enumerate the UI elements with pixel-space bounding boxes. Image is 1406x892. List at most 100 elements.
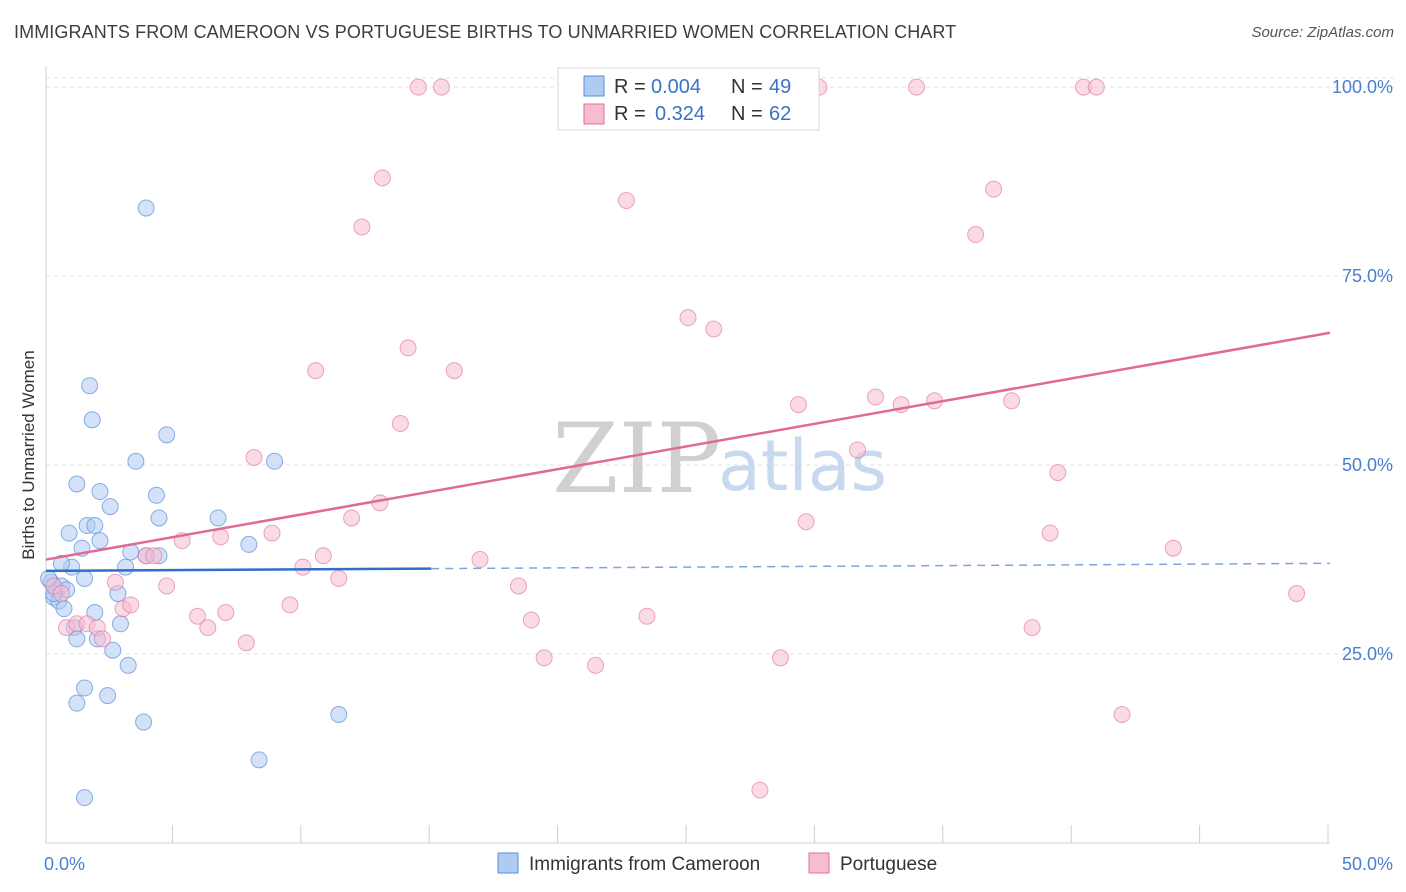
chart-title: IMMIGRANTS FROM CAMEROON VS PORTUGUESE B…	[14, 22, 957, 42]
gridlines	[46, 77, 1394, 655]
point-cameroon-26	[101, 498, 119, 516]
point-portuguese-57	[1023, 619, 1041, 637]
point-portuguese-20	[263, 524, 281, 542]
point-portuguese-54	[967, 226, 985, 244]
point-cameroon-27	[104, 641, 122, 659]
series-legend: Immigrants from Cameroon Portuguese	[497, 852, 937, 875]
point-portuguese-45	[771, 649, 789, 667]
legend-swatch-blue	[583, 75, 605, 97]
point-portuguese-25	[330, 569, 348, 587]
legend-n-value-2: 62	[769, 103, 791, 125]
point-portuguese-24	[314, 547, 332, 565]
point-cameroon-43	[240, 535, 258, 553]
legend-r-value-1: 0.004	[651, 76, 701, 98]
trend-portuguese	[45, 331, 1331, 561]
point-portuguese-44	[751, 781, 769, 799]
point-cameroon-33	[127, 452, 145, 470]
y-tick-label-3: 100.0%	[1332, 77, 1393, 97]
legend-r-label-2: R =	[614, 103, 646, 125]
series-cameroon-points	[40, 199, 348, 807]
point-portuguese-59	[1049, 464, 1067, 482]
point-portuguese-11	[145, 547, 163, 565]
y-axis-title: Births to Unmarried Women	[19, 350, 38, 559]
point-portuguese-46	[789, 396, 807, 414]
point-portuguese-42	[679, 309, 697, 327]
x-tick-labels: 0.0% 50.0%	[44, 854, 1393, 874]
point-portuguese-36	[510, 577, 528, 595]
point-cameroon-38	[150, 509, 168, 527]
point-portuguese-55	[985, 180, 1003, 198]
point-portuguese-26	[343, 509, 361, 527]
point-portuguese-1	[52, 585, 70, 603]
point-cameroon-44	[250, 751, 268, 769]
point-portuguese-64	[1288, 585, 1306, 603]
series-portuguese-points	[45, 78, 1306, 799]
point-portuguese-17	[217, 603, 235, 621]
point-portuguese-38	[535, 649, 553, 667]
point-portuguese-35	[471, 551, 489, 569]
bottom-legend-swatch-portuguese	[808, 852, 830, 874]
point-portuguese-14	[189, 607, 207, 625]
point-cameroon-7	[60, 524, 78, 542]
watermark-zip: ZIP	[552, 403, 721, 515]
legend-r-value-2: 0.324	[655, 103, 705, 125]
legend-n-value-1: 49	[769, 76, 791, 98]
bottom-legend-label-cameroon: Immigrants from Cameroon	[529, 854, 760, 875]
y-tick-label-0: 25.0%	[1342, 644, 1393, 664]
point-portuguese-19	[245, 449, 263, 466]
point-portuguese-37	[522, 611, 540, 629]
point-portuguese-58	[1041, 524, 1059, 542]
point-cameroon-30	[117, 558, 135, 576]
point-cameroon-46	[330, 706, 348, 723]
point-portuguese-39	[587, 656, 605, 674]
point-portuguese-23	[307, 362, 325, 380]
watermark: ZIP atlas	[552, 403, 887, 515]
point-cameroon-17	[81, 377, 99, 395]
point-cameroon-19	[86, 517, 104, 535]
point-cameroon-25	[99, 687, 117, 705]
point-portuguese-47	[797, 513, 815, 531]
point-portuguese-40	[617, 192, 635, 209]
point-cameroon-45	[266, 452, 284, 470]
legend-n-label-1: N =	[731, 76, 763, 98]
point-cameroon-5	[55, 600, 73, 618]
chart-source: Source: ZipAtlas.com	[1251, 24, 1394, 41]
y-tick-labels: 25.0% 50.0% 75.0% 100.0%	[1332, 77, 1393, 664]
x-tick-label-0: 0.0%	[44, 854, 85, 874]
y-tick-label-2: 75.0%	[1342, 266, 1393, 286]
point-portuguese-43	[705, 320, 723, 338]
point-cameroon-24	[68, 694, 86, 712]
x-tick-label-1: 50.0%	[1342, 854, 1393, 874]
point-cameroon-36	[137, 199, 155, 217]
point-portuguese-27	[353, 218, 371, 236]
legend-swatch-pink	[583, 103, 605, 125]
watermark-atlas: atlas	[718, 425, 887, 507]
legend-n-label-2: N =	[731, 103, 763, 125]
point-cameroon-31	[119, 656, 137, 674]
point-portuguese-31	[399, 339, 417, 357]
point-cameroon-23	[91, 532, 109, 550]
point-portuguese-52	[908, 78, 926, 96]
point-portuguese-41	[638, 607, 656, 625]
legend-r-label-1: R =	[614, 76, 646, 98]
point-portuguese-50	[866, 388, 884, 406]
point-portuguese-30	[391, 414, 409, 432]
trend-cameroon-dashed	[431, 562, 1331, 570]
point-portuguese-49	[848, 441, 866, 459]
point-portuguese-28	[371, 494, 389, 512]
point-cameroon-22	[91, 483, 109, 501]
correlation-legend: R = 0.004 N = 49 R = 0.324 N = 62	[557, 67, 820, 131]
point-portuguese-32	[409, 78, 427, 96]
point-portuguese-9	[122, 596, 140, 614]
point-portuguese-63	[1164, 539, 1182, 557]
point-cameroon-13	[76, 569, 94, 587]
point-cameroon-16	[76, 679, 94, 697]
point-portuguese-7	[106, 573, 124, 591]
point-cameroon-15	[76, 789, 94, 807]
trend-lines	[45, 331, 1331, 573]
point-portuguese-29	[373, 169, 391, 187]
point-portuguese-22	[294, 558, 312, 576]
point-cameroon-11	[68, 475, 86, 493]
point-portuguese-33	[432, 78, 450, 96]
